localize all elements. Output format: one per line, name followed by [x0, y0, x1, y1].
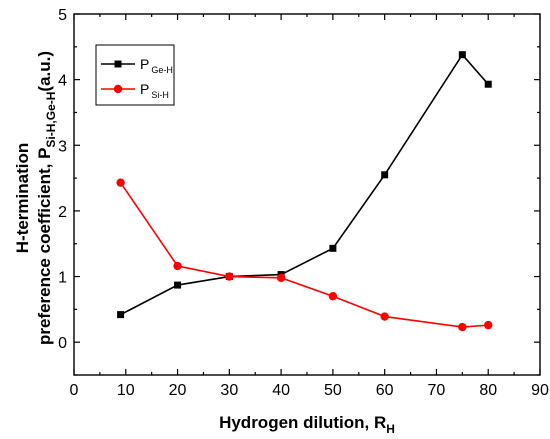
y-tick-label: 0 [58, 335, 67, 352]
data-point-ge-h [117, 311, 125, 319]
x-tick-label: 40 [272, 382, 290, 399]
x-tick-label: 0 [70, 382, 79, 399]
x-tick-label: 30 [220, 382, 238, 399]
y-axis-title-line1: H-termination [13, 143, 32, 254]
legend-label-ge-h: P Ge-H [140, 56, 173, 75]
legend-item-ge-h: P Ge-H [101, 56, 173, 75]
legend: P Ge-H P Si-H [95, 44, 175, 106]
data-point-si-h [328, 292, 338, 301]
legend-label-si-h: P Si-H [140, 81, 169, 100]
y-axis-title: H-termination preference coefficient, PS… [13, 51, 58, 345]
x-tick-label: 20 [169, 382, 187, 399]
data-point-ge-h [329, 244, 337, 252]
data-point-ge-h [174, 281, 182, 289]
x-axis-ticks: 0 10 20 30 40 50 60 70 80 90 [70, 14, 549, 399]
data-point-si-h [116, 178, 125, 187]
y-tick-label: 1 [58, 270, 67, 287]
data-point-ge-h [484, 80, 492, 88]
legend-item-si-h: P Si-H [101, 81, 169, 100]
x-tick-label: 60 [376, 382, 394, 399]
x-axis-title: Hydrogen dilution, RH [219, 413, 395, 436]
x-tick-label: 50 [324, 382, 342, 399]
series-layer [116, 51, 493, 332]
data-point-si-h [276, 273, 286, 283]
y-tick-label: 5 [58, 7, 67, 24]
x-tick-label: 90 [531, 382, 549, 399]
data-point-ge-h [381, 171, 389, 179]
legend-box [95, 44, 175, 106]
x-tick-label: 10 [117, 382, 135, 399]
data-point-si-h [225, 272, 234, 281]
data-point-si-h [380, 312, 389, 321]
data-point-si-h [484, 320, 493, 330]
x-tick-label: 70 [428, 382, 446, 399]
y-tick-label: 3 [58, 138, 67, 155]
series-line-ge-h [120, 53, 489, 316]
series-line-si-h [119, 182, 489, 328]
y-tick-label: 2 [58, 204, 67, 221]
x-tick-label: 80 [479, 382, 497, 399]
data-point-si-h [173, 261, 182, 271]
y-axis-title-line2: preference coefficient, PSi-H,Ge-H(a.u.) [35, 51, 58, 345]
y-tick-label: 4 [58, 73, 67, 90]
data-point-ge-h [458, 51, 466, 59]
y-axis-ticks: 0 1 2 3 4 5 [58, 7, 540, 376]
legend-marker-si-h [113, 84, 123, 94]
legend-marker-ge-h [114, 60, 122, 68]
data-point-si-h [458, 322, 467, 332]
